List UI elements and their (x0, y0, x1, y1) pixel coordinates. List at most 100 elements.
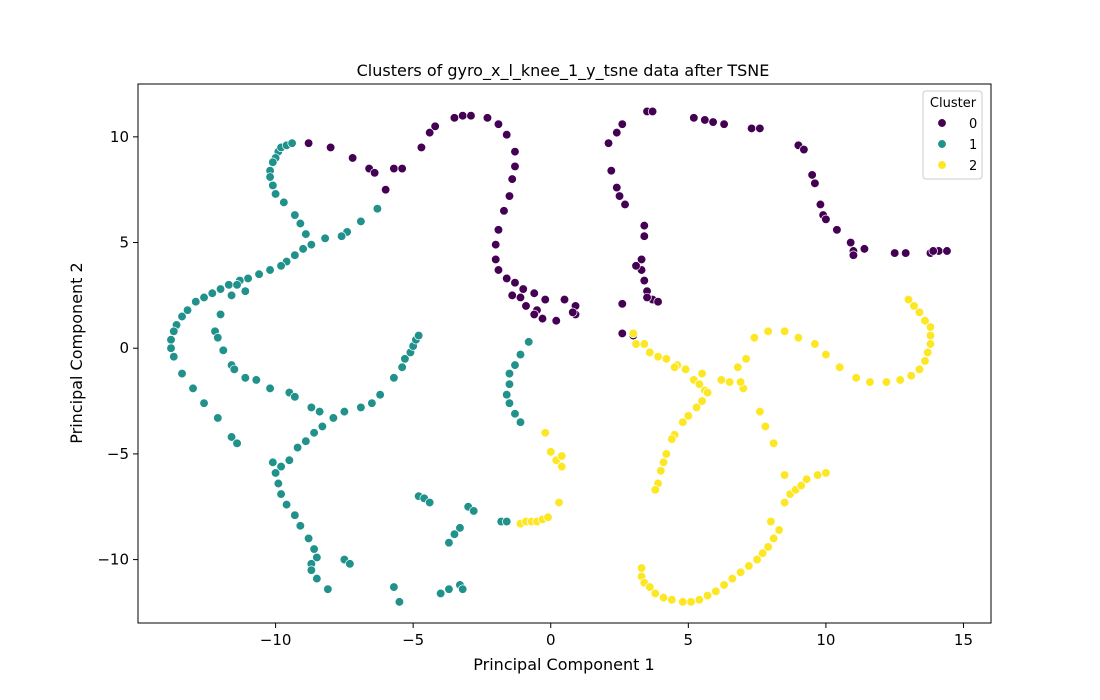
data-point-cluster-2 (763, 542, 773, 552)
data-point-cluster-0 (325, 142, 336, 153)
data-point-cluster-2 (702, 387, 713, 398)
data-point-cluster-0 (603, 138, 614, 148)
data-point-cluster-0 (303, 138, 314, 148)
data-point-cluster-1 (265, 265, 275, 275)
data-point-cluster-2 (686, 597, 696, 607)
legend-label-1: 1 (969, 138, 977, 153)
data-point-cluster-1 (510, 409, 520, 419)
data-point-cluster-2 (749, 332, 760, 343)
data-point-cluster-2 (779, 497, 790, 508)
data-point-cluster-2 (925, 322, 936, 332)
data-point-cluster-2 (881, 377, 892, 387)
data-point-cluster-0 (620, 199, 630, 210)
data-point-cluster-0 (504, 191, 515, 201)
data-point-cluster-1 (444, 538, 454, 548)
data-point-cluster-1 (229, 364, 239, 375)
data-point-cluster-2 (851, 373, 861, 383)
data-point-cluster-1 (177, 368, 187, 379)
data-point-cluster-2 (678, 597, 688, 607)
x-tick-label: −10 (260, 631, 292, 649)
data-point-cluster-1 (425, 497, 435, 508)
data-point-cluster-1 (191, 297, 201, 307)
y-axis: −10 −5 0 5 10 (97, 128, 138, 569)
data-point-cluster-0 (425, 127, 435, 138)
data-point-cluster-0 (521, 301, 531, 311)
data-point-cluster-1 (270, 189, 281, 199)
data-point-cluster-1 (251, 375, 261, 385)
data-point-cluster-2 (920, 316, 930, 326)
data-point-cluster-1 (265, 383, 275, 394)
data-point-cluster-1 (281, 499, 292, 510)
legend-label-2: 2 (969, 159, 977, 174)
data-point-cluster-2 (694, 595, 704, 605)
data-point-cluster-1 (303, 533, 314, 544)
data-point-cluster-0 (942, 246, 952, 256)
data-point-cluster-2 (661, 449, 671, 459)
data-point-cluster-2 (810, 339, 820, 349)
data-point-cluster-0 (807, 170, 817, 180)
y-tick-label: 0 (119, 339, 129, 357)
data-point-cluster-2 (914, 364, 925, 375)
data-point-cluster-0 (642, 292, 652, 303)
data-point-cluster-2 (903, 294, 914, 305)
legend-label-0: 0 (969, 117, 977, 132)
data-point-cluster-1 (207, 288, 217, 298)
data-point-cluster-1 (268, 457, 278, 468)
data-point-cluster-2 (636, 563, 647, 573)
data-point-cluster-1 (301, 229, 311, 239)
data-point-cluster-1 (268, 157, 278, 167)
y-tick-label: 5 (119, 234, 129, 252)
data-point-cluster-1 (182, 305, 193, 315)
data-point-cluster-1 (306, 565, 317, 575)
data-point-cluster-1 (290, 210, 300, 220)
data-point-cluster-0 (890, 248, 900, 258)
data-point-cluster-0 (639, 220, 649, 231)
data-point-cluster-1 (436, 588, 446, 599)
data-point-cluster-2 (925, 330, 936, 341)
data-point-cluster-0 (380, 185, 391, 195)
data-point-cluster-0 (502, 273, 512, 284)
y-tick-label: −10 (97, 551, 129, 569)
data-point-cluster-1 (356, 216, 366, 227)
data-point-cluster-2 (543, 512, 553, 522)
data-point-cluster-0 (518, 284, 528, 294)
data-point-cluster-1 (336, 231, 347, 241)
data-point-cluster-1 (232, 438, 242, 448)
data-point-cluster-0 (529, 309, 539, 320)
data-point-cluster-1 (287, 138, 297, 148)
data-point-cluster-2 (727, 573, 737, 584)
data-point-cluster-0 (719, 119, 729, 129)
data-point-cluster-2 (757, 548, 768, 558)
legend-items: 0 1 2 (937, 117, 977, 174)
data-point-cluster-1 (224, 280, 234, 290)
data-point-cluster-1 (469, 506, 479, 516)
data-point-cluster-1 (356, 402, 366, 413)
x-axis: −10 −5 0 5 10 15 (260, 623, 973, 649)
data-point-cluster-2 (653, 352, 663, 362)
data-point-cluster-2 (766, 516, 776, 527)
data-point-cluster-0 (636, 254, 647, 265)
data-point-cluster-1 (169, 352, 179, 362)
data-point-cluster-2 (711, 586, 721, 596)
data-point-cluster-1 (345, 559, 355, 569)
data-point-cluster-1 (276, 261, 286, 271)
data-point-cluster-2 (557, 461, 567, 472)
data-point-cluster-1 (290, 250, 300, 260)
data-point-cluster-0 (499, 206, 509, 216)
data-point-cluster-2 (821, 349, 831, 360)
data-point-cluster-0 (708, 117, 718, 127)
data-point-cluster-1 (400, 354, 410, 364)
data-point-cluster-0 (617, 299, 627, 309)
data-point-cluster-2 (667, 595, 677, 605)
data-point-cluster-2 (865, 377, 875, 387)
data-point-cluster-2 (656, 466, 666, 476)
data-point-cluster-1 (414, 330, 424, 341)
data-point-cluster-1 (290, 392, 300, 402)
data-point-cluster-0 (510, 278, 520, 288)
data-point-cluster-0 (389, 163, 399, 174)
data-point-cluster-2 (540, 428, 550, 438)
data-point-cluster-2 (760, 421, 771, 432)
data-point-cluster-1 (298, 244, 308, 254)
data-point-cluster-2 (658, 457, 669, 468)
data-point-cluster-1 (389, 582, 399, 592)
